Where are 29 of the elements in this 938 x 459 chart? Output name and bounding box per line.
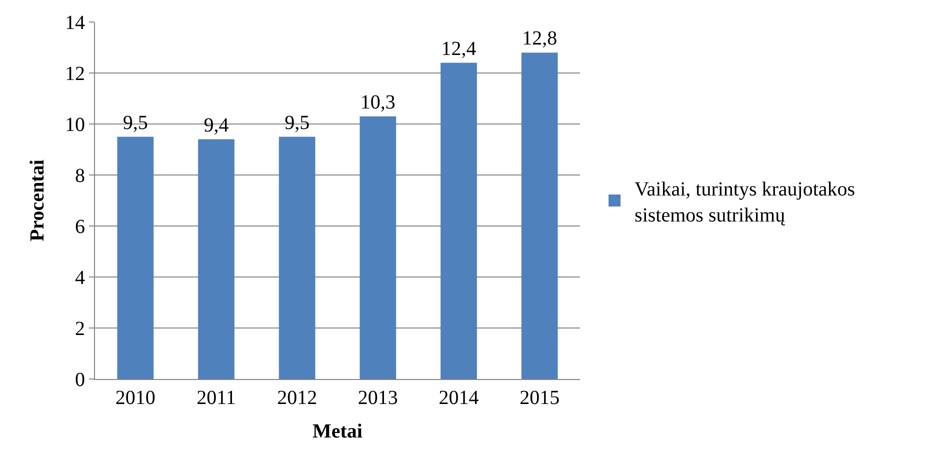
y-tick-label: 14 [65, 12, 85, 34]
data-label: 9,5 [122, 112, 148, 134]
data-label: 9,5 [284, 112, 310, 134]
data-label: 12,4 [441, 38, 476, 60]
data-label: 9,4 [204, 114, 229, 136]
x-tick-label: 2015 [520, 387, 560, 409]
bar [440, 62, 477, 379]
y-tick-label: 4 [75, 267, 85, 289]
x-tick-label: 2012 [277, 387, 318, 409]
y-tick-label: 0 [75, 369, 85, 391]
legend-label: Vaikai, turintys kraujotakos sistemos sutrikimų [634, 178, 856, 226]
x-tick-label: 2014 [438, 387, 479, 409]
x-tick-label: 2013 [358, 387, 398, 409]
bar [278, 136, 316, 379]
data-label: 10,3 [360, 91, 396, 114]
data-label: 12,8 [522, 28, 558, 50]
bar [117, 136, 154, 379]
y-axis-title: Procentai [26, 159, 48, 242]
y-tick-label: 2 [75, 318, 85, 340]
y-tick-label: 12 [65, 63, 85, 85]
x-axis-title: Metai [312, 420, 363, 442]
y-tick-label: 6 [75, 216, 85, 238]
y-tick-label: 8 [75, 165, 85, 187]
bar [360, 116, 396, 379]
x-tick-label: 2010 [115, 387, 156, 409]
x-tick-label: 2011 [196, 387, 236, 409]
bar [198, 139, 234, 379]
y-tick-label: 10 [65, 114, 85, 136]
bar [521, 52, 558, 379]
